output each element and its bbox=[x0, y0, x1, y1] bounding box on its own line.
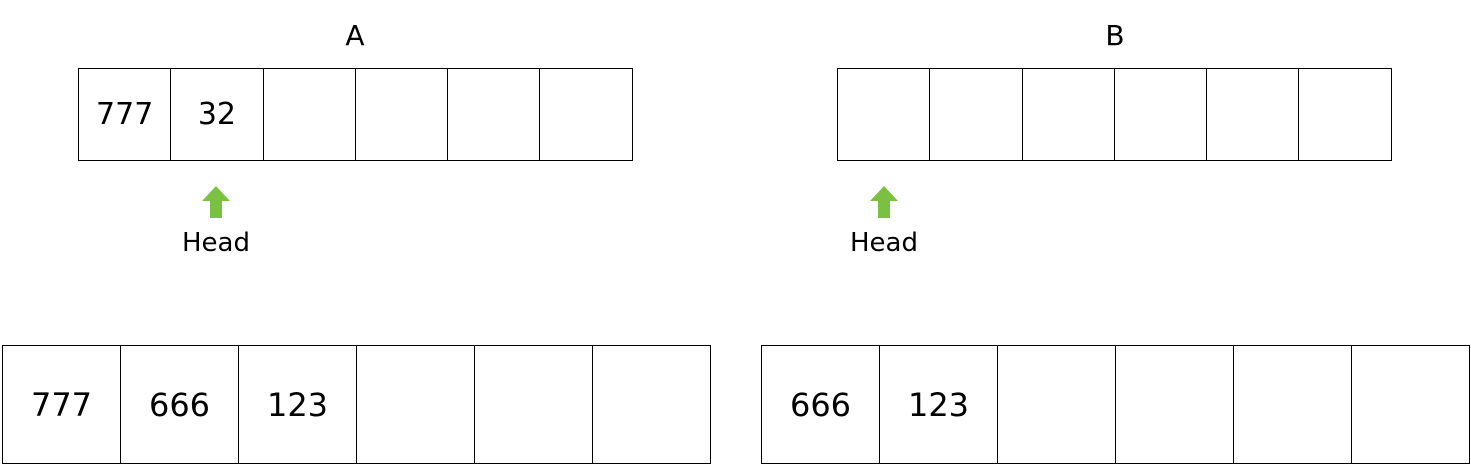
array-a-top-cell-5 bbox=[540, 68, 633, 161]
array-b-bottom-cell-4 bbox=[1234, 345, 1352, 464]
head-pointer-b: Head bbox=[844, 186, 924, 258]
array-b-top-cell-4 bbox=[1207, 68, 1300, 161]
head-label-a: Head bbox=[182, 228, 250, 258]
array-b-top-cell-1 bbox=[930, 68, 1023, 161]
array-a-bottom-cell-5 bbox=[593, 345, 711, 464]
head-pointer-a: Head bbox=[176, 186, 256, 258]
head-label-b: Head bbox=[850, 228, 918, 258]
array-b-title: B bbox=[1105, 19, 1125, 52]
array-b-bottom-cell-1: 123 bbox=[880, 345, 998, 464]
array-b-top-cell-2 bbox=[1022, 68, 1115, 161]
array-a-bottom-cell-3 bbox=[357, 345, 475, 464]
array-a-bottom-cell-1: 666 bbox=[121, 345, 239, 464]
array-a-bottom-cell-2: 123 bbox=[239, 345, 357, 464]
array-b-bottom-cell-0: 666 bbox=[762, 345, 880, 464]
array-a-bottom: 777 666 123 bbox=[2, 345, 711, 464]
up-arrow-icon bbox=[844, 186, 924, 218]
array-a-top-cell-0: 777 bbox=[79, 68, 172, 161]
array-a-bottom-cell-0: 777 bbox=[3, 345, 121, 464]
array-b-top bbox=[837, 68, 1392, 161]
array-a-top-cell-3 bbox=[355, 68, 449, 161]
array-a-top-cell-4 bbox=[448, 68, 541, 161]
array-b-bottom: 666 123 bbox=[761, 345, 1470, 464]
up-arrow-icon bbox=[176, 186, 256, 218]
array-b-top-cell-3 bbox=[1114, 68, 1208, 161]
array-b-bottom-cell-5 bbox=[1352, 345, 1470, 464]
array-a-top: 777 32 bbox=[78, 68, 633, 161]
array-b-top-cell-5 bbox=[1299, 68, 1392, 161]
array-b-top-cell-0 bbox=[838, 68, 931, 161]
array-b-bottom-cell-2 bbox=[998, 345, 1116, 464]
array-a-top-cell-1: 32 bbox=[171, 68, 264, 161]
array-b-bottom-cell-3 bbox=[1116, 345, 1234, 464]
array-a-title: A bbox=[345, 19, 365, 52]
array-a-top-cell-2 bbox=[263, 68, 356, 161]
array-a-bottom-cell-4 bbox=[475, 345, 593, 464]
